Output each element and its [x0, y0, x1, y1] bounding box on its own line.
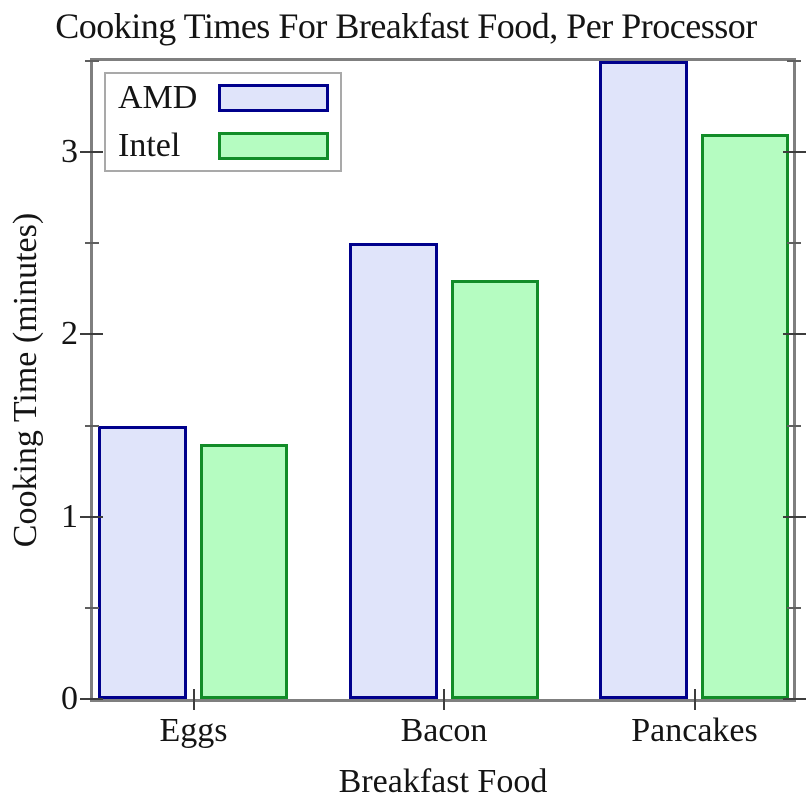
- bar-amd-bacon: [348, 243, 438, 699]
- legend-swatch-amd: [218, 84, 329, 112]
- y-minor-tick-left: [85, 60, 99, 62]
- bar-intel-pancakes: [701, 134, 789, 699]
- y-major-tick-left: [80, 515, 103, 518]
- x-tick-eggs: [192, 689, 195, 710]
- legend-label-amd: AMD: [118, 79, 198, 116]
- legend-item-intel: Intel: [106, 122, 340, 170]
- y-minor-tick-right: [787, 424, 801, 427]
- y-minor-tick-left: [85, 242, 99, 245]
- legend-swatch-intel: [218, 132, 329, 160]
- legend: AMD Intel: [104, 72, 342, 172]
- y-major-tick-right: [783, 333, 806, 336]
- y-major-tick-right: [783, 151, 806, 154]
- y-minor-tick-right: [787, 242, 801, 245]
- y-major-tick-left: [80, 698, 103, 700]
- x-tick-bacon: [443, 689, 445, 710]
- y-minor-tick-left: [85, 424, 99, 427]
- y-tick-label-2: 2: [61, 315, 78, 353]
- x-tick-pancakes: [693, 689, 696, 710]
- chart-title: Cooking Times For Breakfast Food, Per Pr…: [55, 6, 757, 46]
- y-major-tick-left: [80, 151, 103, 154]
- y-tick-label-0: 0: [61, 680, 78, 717]
- legend-label-intel: Intel: [118, 127, 181, 164]
- bar-intel-eggs: [200, 444, 288, 699]
- plot-area: AMD Intel: [90, 58, 796, 702]
- y-minor-tick-left: [85, 606, 99, 609]
- y-major-tick-left: [80, 333, 103, 336]
- bar-amd-eggs: [98, 426, 187, 699]
- y-minor-tick-right: [787, 60, 801, 62]
- y-tick-label-3: 3: [61, 133, 78, 171]
- y-minor-tick-right: [787, 606, 801, 609]
- category-label-pancakes: Pancakes: [631, 712, 758, 749]
- category-label-eggs: Eggs: [159, 712, 228, 749]
- legend-item-amd: AMD: [106, 74, 340, 122]
- x-axis-label: Breakfast Food: [338, 763, 548, 800]
- category-label-bacon: Bacon: [400, 712, 488, 749]
- y-tick-label-1: 1: [61, 497, 78, 535]
- bar-amd-pancakes: [599, 61, 688, 699]
- y-major-tick-right: [783, 515, 806, 518]
- bar-intel-bacon: [450, 280, 539, 699]
- y-major-tick-right: [783, 698, 806, 700]
